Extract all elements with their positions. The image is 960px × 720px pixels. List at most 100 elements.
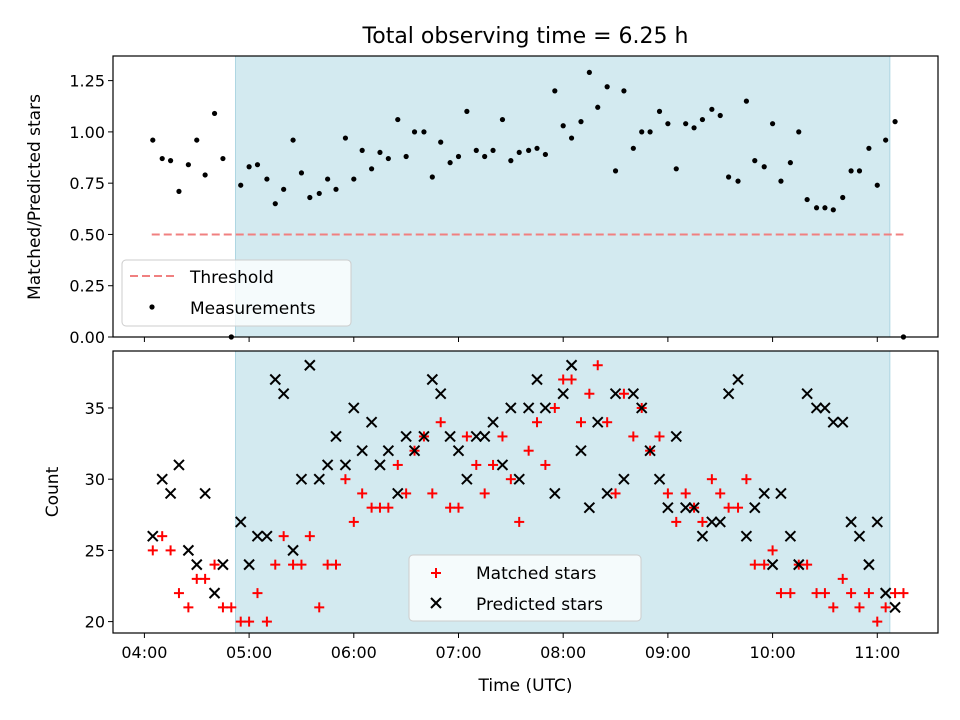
matched-stars-point <box>488 459 499 470</box>
plot-frame <box>112 55 939 338</box>
matched-stars-point <box>549 402 560 413</box>
measurements-point <box>202 172 208 178</box>
predicted-stars-point <box>496 459 509 471</box>
matched-stars-point <box>592 360 603 371</box>
predicted-stars-point <box>688 501 700 514</box>
matched-stars-point <box>461 431 472 442</box>
measurements-point <box>743 98 750 104</box>
predicted-stars-point <box>863 558 875 571</box>
matched-stars-point <box>802 559 813 570</box>
predicted-stars-point <box>452 444 465 457</box>
y-tick-label: 0.25 <box>69 277 105 296</box>
x-tick-label: 09:00 <box>645 643 691 662</box>
predicted-stars-point <box>235 516 247 528</box>
measurements-point <box>830 207 836 213</box>
matched-stars-point <box>183 602 194 613</box>
matched-stars-point <box>322 559 333 570</box>
matched-stars-point <box>811 588 822 599</box>
measurements-point <box>342 135 349 141</box>
matched-stars-point <box>680 488 691 499</box>
measurements-point <box>447 160 453 166</box>
measurements-point <box>499 116 506 123</box>
predicted-stars-point <box>636 402 648 414</box>
measurements-point <box>856 168 863 174</box>
matched-stars-point <box>252 588 263 599</box>
matched-stars-point <box>278 531 289 542</box>
measurements-point <box>254 162 261 168</box>
measurements-point <box>787 160 793 166</box>
matched-stars-point <box>288 559 299 570</box>
measurements-point <box>656 108 663 114</box>
y-tick-label: 0.50 <box>69 225 105 244</box>
predicted-stars-point <box>539 402 552 414</box>
matched-stars-point <box>749 559 760 570</box>
measurements-point <box>595 104 601 110</box>
predicted-stars-point <box>478 430 491 443</box>
predicted-stars-point <box>583 501 596 514</box>
predicted-stars-point <box>277 388 290 400</box>
predicted-stars-point <box>269 373 281 386</box>
measurements-point <box>395 116 401 123</box>
predicted-stars-point <box>837 416 849 428</box>
matched-stars-point <box>872 616 883 627</box>
legend-predicted-label: Predicted stars <box>476 595 603 615</box>
measurements-point <box>822 205 828 211</box>
matched-stars-point <box>217 602 228 613</box>
predicted-stars-point <box>444 430 456 443</box>
predicted-stars-point <box>879 587 892 599</box>
measurements-point <box>490 147 496 153</box>
measurements-point <box>534 145 540 151</box>
measurements-point <box>150 137 156 143</box>
matched-stars-point <box>157 531 168 542</box>
matched-stars-point <box>715 488 726 499</box>
predicted-stars-point <box>392 487 404 500</box>
matched-stars-point <box>173 588 184 599</box>
matched-stars-point <box>558 374 569 385</box>
matched-stars-point <box>261 616 272 627</box>
matched-stars-point <box>602 417 613 428</box>
measurements-point <box>866 145 872 151</box>
matched-stars-point <box>890 588 901 599</box>
x-tick-label: 06:00 <box>331 643 377 662</box>
matched-stars-point <box>863 588 874 599</box>
matched-stars-point <box>846 588 857 599</box>
data-points <box>147 359 909 627</box>
matched-stars-point <box>706 474 717 485</box>
matched-stars-point <box>767 545 778 556</box>
matched-stars-point <box>374 502 385 513</box>
y-tick-label: 1.00 <box>69 123 105 142</box>
predicted-stars-point <box>191 558 203 571</box>
matched-stars-point <box>505 474 516 485</box>
predicted-stars-point <box>339 459 352 471</box>
predicted-stars-point <box>749 501 761 514</box>
measurements-point <box>673 166 679 172</box>
legend-matched-label: Matched stars <box>476 564 596 584</box>
measurements-point <box>568 135 575 141</box>
predicted-stars-point <box>810 402 823 414</box>
x-tick-label: 10:00 <box>750 643 796 662</box>
measurements-point <box>385 155 391 162</box>
predicted-stars-point <box>766 558 779 571</box>
predicted-stars-point <box>330 430 342 443</box>
matched-stars-point <box>314 602 325 613</box>
measurements-point <box>813 205 820 211</box>
measurements-point <box>761 164 767 170</box>
measurements-point <box>333 186 339 192</box>
matched-stars-point <box>584 388 595 399</box>
x-tick-label: 07:00 <box>435 643 481 662</box>
measurements-point <box>316 190 322 197</box>
predicted-stars-point <box>208 587 221 599</box>
measurements-point <box>290 137 296 143</box>
predicted-stars-point <box>662 501 674 514</box>
y-tick-label: 25 <box>85 541 105 560</box>
measurements-point <box>604 84 610 90</box>
predicted-stars-point <box>679 501 692 514</box>
predicted-stars-point <box>434 388 447 400</box>
measurements-point <box>307 194 313 201</box>
measurements-point <box>735 178 741 184</box>
legend-threshold-label: Threshold <box>189 268 274 288</box>
predicted-stars-point <box>400 430 412 443</box>
predicted-stars-point <box>784 530 797 542</box>
y-tick-label: 1.25 <box>69 72 105 91</box>
legend-measurements-label: Measurements <box>190 299 316 319</box>
